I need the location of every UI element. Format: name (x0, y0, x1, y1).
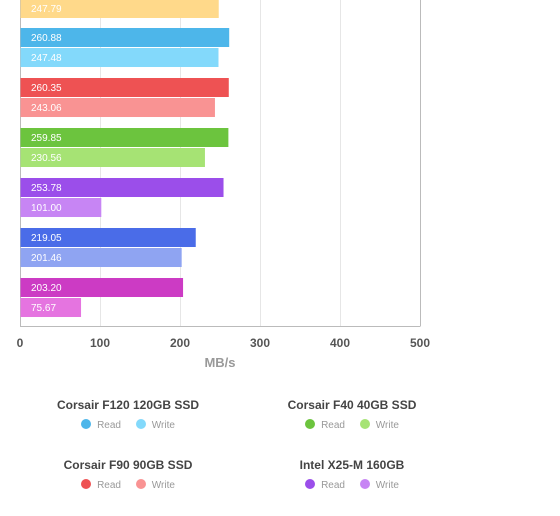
legend-read-label: Read (321, 420, 345, 431)
bar-value-label: 101.00 (31, 203, 62, 214)
x-tick-label: 500 (410, 336, 430, 350)
legend-title: Corsair F40 40GB SSD (287, 398, 417, 412)
write-bar[interactable] (20, 148, 205, 167)
bar-value-label: 201.46 (31, 253, 62, 264)
legend-group-3: Corsair F90 90GB SSD Read Write (8, 457, 248, 493)
legend-write-label: Write (375, 480, 399, 491)
write-dot-icon (359, 479, 370, 489)
bar-value-label: 253.78 (31, 183, 62, 194)
write-bar[interactable] (20, 198, 102, 217)
bar-value-label: 260.88 (31, 33, 62, 44)
legend-item-write[interactable]: Write (359, 419, 399, 433)
legend-write-label: Write (375, 420, 399, 431)
legend-read-label: Read (97, 420, 121, 431)
legend-group-4: Intel X25-M 160GB Read Write (232, 457, 472, 493)
read-bar[interactable] (20, 28, 230, 47)
read-bar[interactable] (20, 278, 184, 297)
x-tick-label: 200 (170, 336, 190, 350)
read-dot-icon (81, 479, 92, 489)
legend-item-write[interactable]: Write (135, 479, 175, 493)
legend-read-label: Read (97, 480, 121, 491)
legend-group-1: Corsair F120 120GB SSD Read Write (8, 397, 248, 433)
bar-value-label: 247.79 (31, 4, 62, 15)
legend-item-write[interactable]: Write (359, 479, 399, 493)
write-bar[interactable] (20, 298, 82, 317)
bar-value-label: 203.20 (31, 283, 62, 294)
bar-value-label: 75.67 (31, 303, 56, 314)
legend-title: Corsair F90 90GB SSD (63, 458, 193, 472)
bar-layer: 247.79 260.88 247.48 260.35 243.06 259.85 230.… (20, 0, 230, 317)
write-dot-icon (359, 419, 370, 429)
bar-value-label: 230.56 (31, 153, 62, 164)
write-bar[interactable] (20, 48, 219, 67)
legend-item-read[interactable]: Read (81, 479, 121, 493)
bar-value-label: 219.05 (31, 233, 62, 244)
legend-items: Read Write (232, 479, 472, 493)
x-axis-label: MB/s (204, 355, 235, 370)
write-bar[interactable] (20, 0, 219, 18)
legend-write-label: Write (151, 420, 175, 431)
x-tick-label: 100 (90, 336, 110, 350)
write-bar[interactable] (20, 248, 182, 267)
bar-value-label: 243.06 (31, 103, 62, 114)
legend-items: Read Write (8, 419, 248, 433)
legend-item-read[interactable]: Read (305, 419, 345, 433)
x-tick-label: 0 (17, 336, 24, 350)
tick-layer: 0 100 200 300 400 500 (17, 336, 431, 350)
read-dot-icon (305, 479, 316, 489)
read-bar[interactable] (20, 128, 229, 147)
read-dot-icon (305, 419, 316, 429)
read-bar[interactable] (20, 78, 229, 97)
read-bar[interactable] (20, 178, 224, 197)
legend-item-read[interactable]: Read (81, 419, 121, 433)
bar-value-label: 260.35 (31, 83, 62, 94)
bar-value-label: 259.85 (31, 133, 62, 144)
legend-items: Read Write (232, 419, 472, 433)
x-tick-label: 300 (250, 336, 270, 350)
legend-group-2: Corsair F40 40GB SSD Read Write (232, 397, 472, 433)
write-dot-icon (135, 479, 146, 489)
legend-write-label: Write (151, 480, 175, 491)
write-bar[interactable] (20, 98, 215, 117)
legend-title: Corsair F120 120GB SSD (56, 398, 200, 412)
legend-item-write[interactable]: Write (135, 419, 175, 433)
legend-title: Intel X25-M 160GB (299, 458, 405, 472)
read-bar[interactable] (20, 228, 196, 247)
legend-item-read[interactable]: Read (305, 479, 345, 493)
bar-value-label: 247.48 (31, 53, 62, 64)
write-dot-icon (135, 419, 146, 429)
legend-items: Read Write (8, 479, 248, 493)
x-tick-label: 400 (330, 336, 350, 350)
bar-chart: 247.79 260.88 247.48 260.35 243.06 259.85 230.… (17, 0, 431, 370)
read-dot-icon (81, 419, 92, 429)
legend-read-label: Read (321, 480, 345, 491)
